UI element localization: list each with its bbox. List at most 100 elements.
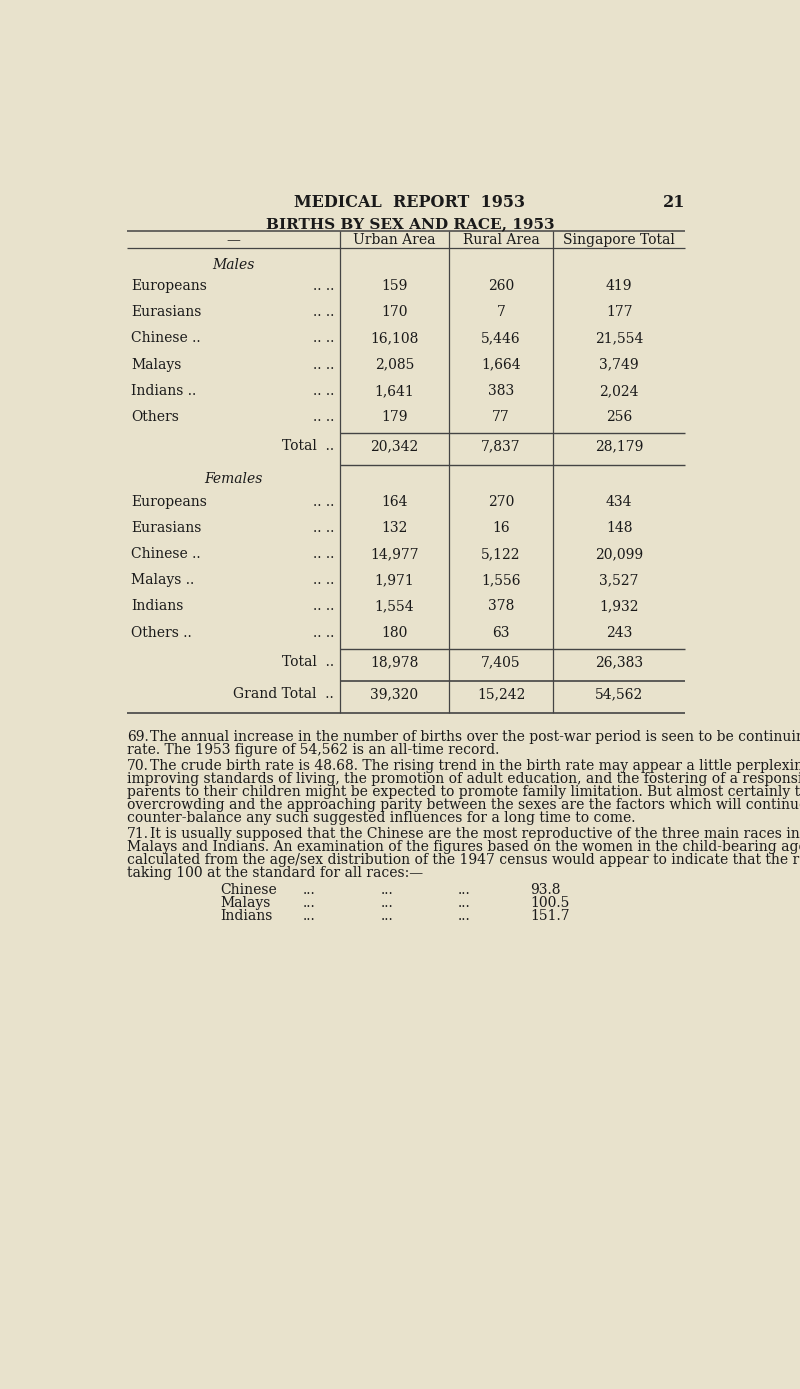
Text: 69.: 69. <box>127 731 149 745</box>
Text: ...: ... <box>380 896 393 910</box>
Text: 7,405: 7,405 <box>482 654 521 669</box>
Text: .. ..: .. .. <box>313 600 334 614</box>
Text: Females: Females <box>205 472 263 486</box>
Text: The annual increase in the number of births over the post-war period is seen to : The annual increase in the number of bir… <box>150 731 800 745</box>
Text: 21,554: 21,554 <box>595 332 643 346</box>
Text: ...: ... <box>458 910 470 924</box>
Text: ...: ... <box>458 896 470 910</box>
Text: 39,320: 39,320 <box>370 688 418 701</box>
Text: 243: 243 <box>606 625 633 639</box>
Text: ...: ... <box>380 910 393 924</box>
Text: 132: 132 <box>382 521 408 535</box>
Text: Grand Total  ..: Grand Total .. <box>234 688 334 701</box>
Text: BIRTHS BY SEX AND RACE, 1953: BIRTHS BY SEX AND RACE, 1953 <box>266 217 554 231</box>
Text: parents to their children might be expected to promote family limitation. But al: parents to their children might be expec… <box>127 785 800 799</box>
Text: 159: 159 <box>382 279 408 293</box>
Text: 5,122: 5,122 <box>482 547 521 561</box>
Text: 15,242: 15,242 <box>477 688 526 701</box>
Text: 164: 164 <box>382 494 408 508</box>
Text: 177: 177 <box>606 306 633 319</box>
Text: 148: 148 <box>606 521 633 535</box>
Text: 419: 419 <box>606 279 633 293</box>
Text: 1,971: 1,971 <box>374 574 414 588</box>
Text: 14,977: 14,977 <box>370 547 419 561</box>
Text: Others: Others <box>131 410 179 424</box>
Text: MEDICAL  REPORT  1953: MEDICAL REPORT 1953 <box>294 193 526 211</box>
Text: 1,641: 1,641 <box>374 383 414 397</box>
Text: Chinese: Chinese <box>220 883 277 897</box>
Text: 151.7: 151.7 <box>530 910 570 924</box>
Text: Indians: Indians <box>131 600 183 614</box>
Text: overcrowding and the approaching parity between the sexes are the factors which : overcrowding and the approaching parity … <box>127 799 800 813</box>
Text: 1,554: 1,554 <box>374 600 414 614</box>
Text: —: — <box>226 233 241 247</box>
Text: 20,099: 20,099 <box>595 547 643 561</box>
Text: Malays ..: Malays .. <box>131 574 194 588</box>
Text: 7: 7 <box>497 306 506 319</box>
Text: Europeans: Europeans <box>131 494 207 508</box>
Text: 100.5: 100.5 <box>530 896 570 910</box>
Text: Chinese ..: Chinese .. <box>131 332 201 346</box>
Text: 1,932: 1,932 <box>599 600 639 614</box>
Text: 20,342: 20,342 <box>370 439 418 453</box>
Text: Total  ..: Total .. <box>282 439 334 453</box>
Text: .. ..: .. .. <box>313 410 334 424</box>
Text: 93.8: 93.8 <box>530 883 561 897</box>
Text: counter-balance any such suggested influences for a long time to come.: counter-balance any such suggested influ… <box>127 811 636 825</box>
Text: 180: 180 <box>382 625 408 639</box>
Text: .. ..: .. .. <box>313 625 334 639</box>
Text: Others ..: Others .. <box>131 625 192 639</box>
Text: rate. The 1953 figure of 54,562 is an all-time record.: rate. The 1953 figure of 54,562 is an al… <box>127 743 499 757</box>
Text: 70.: 70. <box>127 760 149 774</box>
Text: Eurasians: Eurasians <box>131 306 202 319</box>
Text: .. ..: .. .. <box>313 521 334 535</box>
Text: .. ..: .. .. <box>313 332 334 346</box>
Text: Urban Area: Urban Area <box>354 233 436 247</box>
Text: .. ..: .. .. <box>313 574 334 588</box>
Text: 1,556: 1,556 <box>482 574 521 588</box>
Text: 1,664: 1,664 <box>482 357 521 372</box>
Text: ...: ... <box>458 883 470 897</box>
Text: 7,837: 7,837 <box>482 439 521 453</box>
Text: The crude birth rate is 48.68. The rising trend in the birth rate may appear a l: The crude birth rate is 48.68. The risin… <box>150 760 800 774</box>
Text: 63: 63 <box>492 625 510 639</box>
Text: 434: 434 <box>606 494 633 508</box>
Text: 16,108: 16,108 <box>370 332 418 346</box>
Text: 179: 179 <box>382 410 408 424</box>
Text: Rural Area: Rural Area <box>462 233 539 247</box>
Text: 3,527: 3,527 <box>599 574 639 588</box>
Text: 270: 270 <box>488 494 514 508</box>
Text: .. ..: .. .. <box>313 357 334 372</box>
Text: Eurasians: Eurasians <box>131 521 202 535</box>
Text: Indians ..: Indians .. <box>131 383 196 397</box>
Text: .. ..: .. .. <box>313 547 334 561</box>
Text: 16: 16 <box>492 521 510 535</box>
Text: .. ..: .. .. <box>313 494 334 508</box>
Text: 21: 21 <box>662 193 685 211</box>
Text: .. ..: .. .. <box>313 383 334 397</box>
Text: 3,749: 3,749 <box>599 357 639 372</box>
Text: 2,024: 2,024 <box>599 383 639 397</box>
Text: calculated from the age/sex distribution of the 1947 census would appear to indi: calculated from the age/sex distribution… <box>127 853 800 867</box>
Text: Singapore Total: Singapore Total <box>563 233 675 247</box>
Text: .. ..: .. .. <box>313 279 334 293</box>
Text: 71.: 71. <box>127 826 149 840</box>
Text: 256: 256 <box>606 410 632 424</box>
Text: 28,179: 28,179 <box>595 439 643 453</box>
Text: Malays and Indians. An examination of the figures based on the women in the chil: Malays and Indians. An examination of th… <box>127 840 800 854</box>
Text: Malays: Malays <box>131 357 182 372</box>
Text: Europeans: Europeans <box>131 279 207 293</box>
Text: 260: 260 <box>488 279 514 293</box>
Text: 378: 378 <box>488 600 514 614</box>
Text: Total  ..: Total .. <box>282 654 334 669</box>
Text: 383: 383 <box>488 383 514 397</box>
Text: 5,446: 5,446 <box>482 332 521 346</box>
Text: taking 100 at the standard for all races:—: taking 100 at the standard for all races… <box>127 865 423 879</box>
Text: Chinese ..: Chinese .. <box>131 547 201 561</box>
Text: 170: 170 <box>382 306 408 319</box>
Text: 18,978: 18,978 <box>370 654 418 669</box>
Text: ...: ... <box>303 896 316 910</box>
Text: ...: ... <box>303 883 316 897</box>
Text: .. ..: .. .. <box>313 306 334 319</box>
Text: Malays: Malays <box>220 896 270 910</box>
